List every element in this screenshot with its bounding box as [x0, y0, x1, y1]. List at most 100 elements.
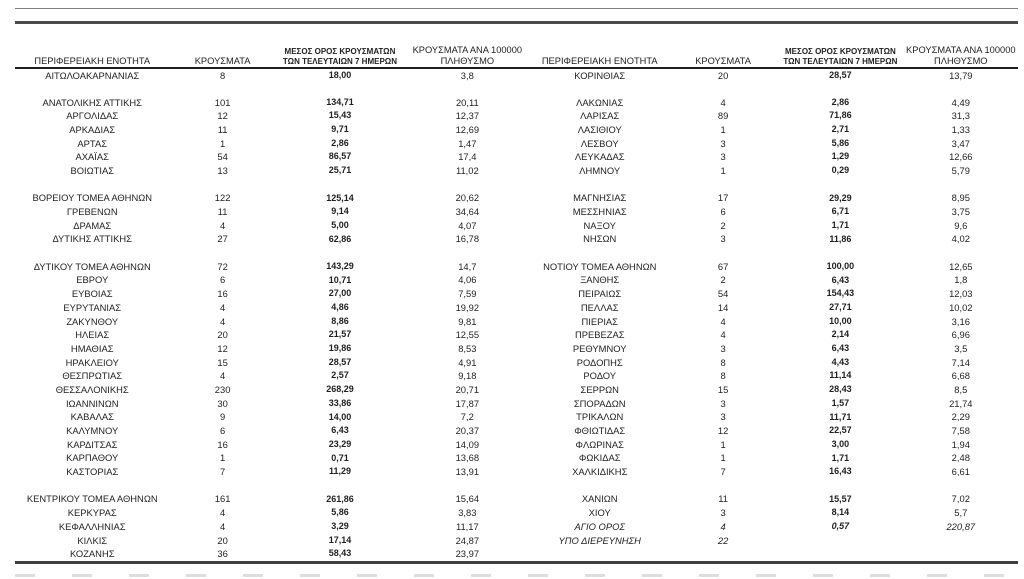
top-thin-rule [15, 8, 1018, 9]
table-row: ΘΕΣΠΡΩΤΙΑΣ 4 2,57 9,18 ΡΟΔΟΥ 8 11,14 6,68 [15, 369, 1018, 383]
region-cell: ΦΘΙΩΤΙΔΑΣ [574, 425, 626, 437]
table-body: ΑΙΤΩΛΟΑΚΑΡΝΑΝΙΑΣ 8 18,00 3,8 ΚΟΡΙΝΘΙΑΣ 20 28,5… [15, 68, 1018, 561]
avg7-cell: 134,71 [326, 96, 354, 107]
cases-cell [669, 479, 777, 493]
per100k-cell: 7,58 [951, 425, 970, 437]
table-row: ΚΕΡΚΥΡΑΣ 4 5,86 3,83 ΧΙΟΥ 3 8,14 5,7 [15, 506, 1018, 520]
per100k-cell: 4,07 [458, 219, 477, 231]
table-row: ΑΙΤΩΛΟΑΚΑΡΝΑΝΙΑΣ 8 18,00 3,8 ΚΟΡΙΝΘΙΑΣ 20 28,5… [15, 68, 1018, 82]
cases-cell: 2 [720, 274, 726, 286]
avg7-cell: 8,14 [831, 507, 850, 518]
region-cell: ΗΡΑΚΛΕΙΟΥ [65, 356, 119, 368]
cases-cell [169, 178, 275, 192]
table-row [15, 82, 1018, 96]
table-row: ΔΥΤΙΚΗΣ ΑΤΤΙΚΗΣ 27 62,86 16,78 ΝΗΣΩΝ 3 11,86 4,… [15, 232, 1018, 246]
cropped-next-row-artifact [15, 574, 1018, 577]
per100k-cell: 8,5 [954, 383, 968, 395]
region-cell [15, 178, 169, 192]
cases-cell: 14 [717, 301, 729, 313]
region-cell: ΡΟΔΟΠΗΣ [576, 356, 623, 368]
region-cell: ΛΕΣΒΟΥ [580, 137, 619, 149]
table-row: ΖΑΚΥΝΘΟΥ 4 8,86 9,81 ΠΙΕΡΙΑΣ 4 10,00 3,16 [15, 314, 1018, 328]
avg7-cell [777, 178, 903, 192]
per100k-cell: 6,61 [951, 466, 970, 478]
avg7-cell [777, 479, 903, 493]
per100k-cell: 8,53 [458, 342, 477, 354]
per100k-cell: 12,37 [455, 110, 480, 122]
cases-cell: 20 [217, 534, 228, 546]
cases-cell: 72 [217, 260, 228, 272]
per100k-cell: 3,75 [951, 206, 970, 218]
cases-cell: 101 [214, 96, 231, 108]
avg7-cell: 28,43 [829, 384, 852, 395]
table-row: ΕΥΡΥΤΑΝΙΑΣ 4 4,86 19,92 ΠΕΛΛΑΣ 14 27,71 10,02 [15, 301, 1018, 315]
avg7-cell: 2,71 [831, 124, 850, 135]
avg7-cell: 11,86 [829, 233, 852, 244]
cases-cell: 1 [220, 137, 226, 149]
avg7-cell [276, 178, 404, 192]
cases-cell: 8 [720, 370, 726, 382]
table-row: ΕΒΡΟΥ 6 10,71 4,06 ΞΑΝΘΗΣ 2 6,43 1,8 [15, 273, 1018, 287]
header-cases-left: ΚΡΟΥΣΜΑΤΑ [169, 28, 276, 69]
per100k-cell: 11,02 [455, 164, 479, 176]
per100k-cell: 220,87 [946, 520, 976, 532]
region-cell: ΑΧΑΪΑΣ [75, 151, 109, 163]
region-cell: ΧΑΝΙΩΝ [581, 493, 618, 505]
avg7-cell: 6,43 [831, 343, 850, 354]
region-cell [531, 479, 669, 493]
per100k-cell: 1,33 [951, 123, 970, 135]
cases-cell: 16 [217, 438, 228, 450]
per100k-cell: 4,02 [951, 233, 970, 245]
cases-cell: 27 [217, 233, 228, 245]
per100k-cell: 7,59 [458, 288, 477, 300]
table-row: ΓΡΕΒΕΝΩΝ 11 9,14 34,64 ΜΕΣΣΗΝΙΑΣ 6 6,71 3,75 [15, 205, 1018, 219]
cases-cell: 3 [720, 507, 726, 519]
per100k-cell: 12,55 [455, 329, 480, 341]
avg7-cell: 27,00 [328, 288, 352, 299]
header-region-right: ΠΕΡΙΦΕΡΕΙΑΚΗ ΕΝΟΤΗΤΑ [530, 28, 669, 69]
region-cell: ΔΥΤΙΚΗΣ ΑΤΤΙΚΗΣ [52, 233, 132, 245]
cases-cell [669, 178, 777, 192]
per100k-cell: 31,3 [951, 110, 970, 122]
region-cell: ΚΟΖΑΝΗΣ [69, 548, 115, 560]
cases-cell: 6 [720, 206, 726, 218]
cases-cell: 3 [720, 233, 726, 245]
region-cell: ΕΥΡΥΤΑΝΙΑΣ [63, 301, 122, 313]
avg7-cell: 6,71 [831, 206, 850, 217]
avg7-cell: 15,43 [328, 110, 352, 121]
avg7-cell [276, 479, 404, 493]
cases-cell: 122 [214, 192, 231, 204]
region-cell: ΑΡΤΑΣ [77, 137, 108, 149]
avg7-cell: 4,86 [331, 302, 349, 313]
avg7-cell [777, 82, 903, 96]
header-per100k-left: ΚΡΟΥΣΜΑΤΑ ΑΝΑ 100000 ΠΛΗΘΥΣΜΟ [404, 28, 531, 69]
avg7-cell: 268,29 [326, 384, 354, 395]
per100k-cell: 20,11 [455, 96, 479, 108]
per100k-cell: 12,03 [949, 288, 973, 300]
header-cases-right: ΚΡΟΥΣΜΑΤΑ [668, 28, 778, 69]
avg7-cell: 5,86 [831, 137, 850, 148]
per100k-cell [404, 246, 530, 260]
per100k-cell [904, 547, 1018, 561]
per100k-cell: 19,92 [455, 301, 480, 313]
cases-cell: 8 [720, 356, 726, 368]
cases-cell: 3 [720, 342, 726, 354]
per100k-cell: 1,47 [458, 137, 477, 149]
cases-cell: 1 [720, 164, 726, 176]
per100k-cell: 21,74 [949, 397, 973, 409]
cases-cell: 6 [220, 274, 226, 286]
per100k-cell: 20,71 [455, 383, 480, 395]
cases-cell: 1 [720, 438, 726, 450]
region-cell: ΥΠΟ ΔΙΕΡΕΥΝΗΣΗ [558, 534, 641, 546]
table-row: ΗΛΕΙΑΣ 20 21,57 12,55 ΠΡΕΒΕΖΑΣ 4 2,14 6,96 [15, 328, 1018, 342]
cases-cell: 11 [217, 206, 228, 218]
table-row: ΔΥΤΙΚΟΥ ΤΟΜΕΑ ΑΘΗΝΩΝ 72 143,29 14,7 ΝΟΤΙΟΥ Τ… [15, 260, 1018, 274]
per100k-cell: 7,2 [460, 411, 474, 423]
avg7-cell: 11,14 [829, 370, 852, 381]
cases-cell: 4 [220, 219, 226, 231]
cases-table: ΠΕΡΙΦΕΡΕΙΑΚΗ ΕΝΟΤΗΤΑ ΚΡΟΥΣΜΑΤΑ ΜΕΣΟΣ ΟΡΟ… [15, 28, 1018, 561]
per100k-cell: 20,62 [455, 192, 480, 204]
region-cell: ΚΕΝΤΡΙΚΟΥ ΤΟΜΕΑ ΑΘΗΝΩΝ [26, 493, 158, 505]
avg7-cell: 19,86 [328, 343, 352, 354]
cases-cell: 36 [217, 548, 228, 560]
